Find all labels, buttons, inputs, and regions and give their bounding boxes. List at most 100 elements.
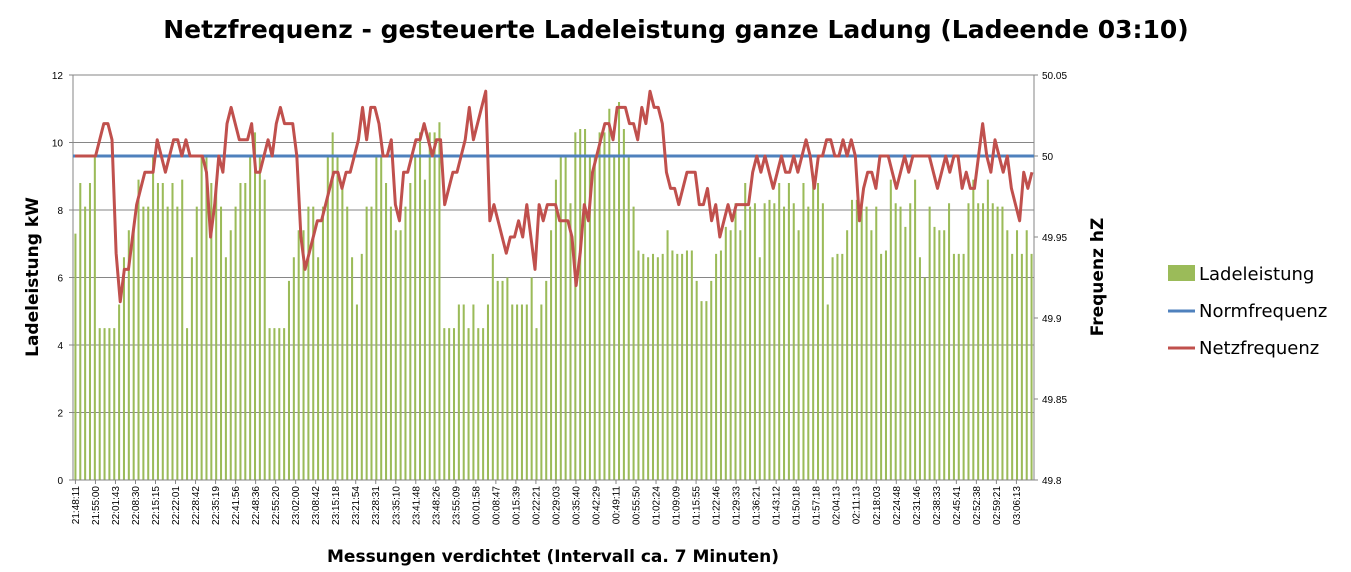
bar xyxy=(399,230,402,480)
bar xyxy=(268,328,271,481)
bar xyxy=(1025,230,1028,480)
bar xyxy=(812,183,815,480)
bar xyxy=(292,257,295,480)
bar xyxy=(855,199,858,480)
bar xyxy=(710,280,713,481)
bar xyxy=(943,230,946,480)
x-tick-label: 00:08:47 xyxy=(491,486,502,525)
bar xyxy=(952,253,955,481)
bar xyxy=(540,304,543,480)
bar xyxy=(627,156,630,480)
bar xyxy=(724,226,727,481)
y-tick-label: 0 xyxy=(57,476,63,487)
x-tick-label: 00:42:29 xyxy=(591,486,602,525)
y-axis-label: Ladeleistung kW xyxy=(23,197,43,357)
bar xyxy=(419,132,422,481)
bar xyxy=(365,206,368,481)
bar xyxy=(957,253,960,481)
bar xyxy=(152,156,155,480)
bar xyxy=(685,250,688,480)
bar xyxy=(982,203,985,480)
x-tick-label: 23:15:18 xyxy=(331,486,342,525)
bar xyxy=(239,183,242,480)
bar xyxy=(972,179,975,481)
bar xyxy=(511,304,514,480)
y2-tick-label: 50 xyxy=(1042,152,1054,163)
bar xyxy=(938,230,941,480)
bar xyxy=(783,206,786,481)
x-tick-label: 00:55:50 xyxy=(632,486,643,525)
bar xyxy=(210,183,213,480)
bar xyxy=(224,257,227,480)
bar xyxy=(108,328,111,481)
x-tick-label: 01:15:55 xyxy=(692,486,703,525)
bar xyxy=(632,206,635,481)
bar xyxy=(234,206,237,481)
y-tick-label: 12 xyxy=(52,71,64,82)
bar xyxy=(928,206,931,481)
bar xyxy=(472,304,475,480)
bar xyxy=(452,328,456,481)
x-tick-label: 00:49:11 xyxy=(611,486,622,525)
bar xyxy=(758,257,761,480)
bar xyxy=(438,122,441,480)
bar xyxy=(506,277,509,480)
x-tick-label: 22:15:15 xyxy=(151,486,162,525)
gridlines xyxy=(73,74,1034,413)
line-series xyxy=(73,89,1034,304)
bar xyxy=(880,253,883,481)
x-tick-label: 01:57:18 xyxy=(812,486,823,525)
bar xyxy=(768,199,771,480)
bar xyxy=(394,230,397,480)
bar xyxy=(355,304,358,480)
x-tick-label: 22:35:19 xyxy=(211,486,222,525)
bar xyxy=(409,183,412,480)
bar xyxy=(341,183,344,480)
x-tick-label: 22:41:56 xyxy=(231,486,242,525)
y2-tick-label: 49.95 xyxy=(1042,233,1067,244)
bar xyxy=(181,179,184,481)
bar xyxy=(351,257,354,480)
bar xyxy=(593,156,596,480)
bar xyxy=(414,156,417,480)
bar xyxy=(705,301,708,481)
bar xyxy=(273,328,276,481)
bar xyxy=(899,206,902,481)
bar xyxy=(331,132,334,481)
x-axis-label: Messungen verdichtet (Intervall ca. 7 Mi… xyxy=(327,547,779,567)
bar xyxy=(84,206,87,481)
bar xyxy=(375,156,378,480)
bar xyxy=(962,253,965,481)
bar xyxy=(700,301,703,481)
y-tick-label: 10 xyxy=(52,139,64,150)
x-tick-label: 23:55:09 xyxy=(451,486,462,525)
bar xyxy=(656,257,659,480)
bar xyxy=(676,253,679,481)
y2-tick-label: 49.85 xyxy=(1042,395,1067,406)
bar xyxy=(229,230,232,480)
bar xyxy=(661,253,664,481)
bar xyxy=(569,203,572,480)
bar xyxy=(797,230,800,480)
bar xyxy=(671,250,674,480)
bar xyxy=(622,129,625,480)
bar xyxy=(137,179,140,481)
bar xyxy=(176,206,179,481)
x-tick-label: 23:48:26 xyxy=(431,486,442,525)
x-tick-label: 01:36:21 xyxy=(752,486,763,525)
x-tick-label: 01:50:18 xyxy=(792,486,803,525)
bar xyxy=(579,129,582,480)
bar xyxy=(321,206,324,481)
x-tick-label: 01:29:33 xyxy=(732,486,743,525)
bar xyxy=(584,129,587,480)
bar xyxy=(846,230,849,480)
bar xyxy=(753,203,756,480)
bar xyxy=(486,304,489,480)
x-tick-label: 22:48:36 xyxy=(251,486,262,525)
bar xyxy=(244,183,247,480)
bar xyxy=(613,156,616,480)
bar xyxy=(389,206,392,481)
bar xyxy=(462,304,465,480)
bar xyxy=(802,183,805,480)
